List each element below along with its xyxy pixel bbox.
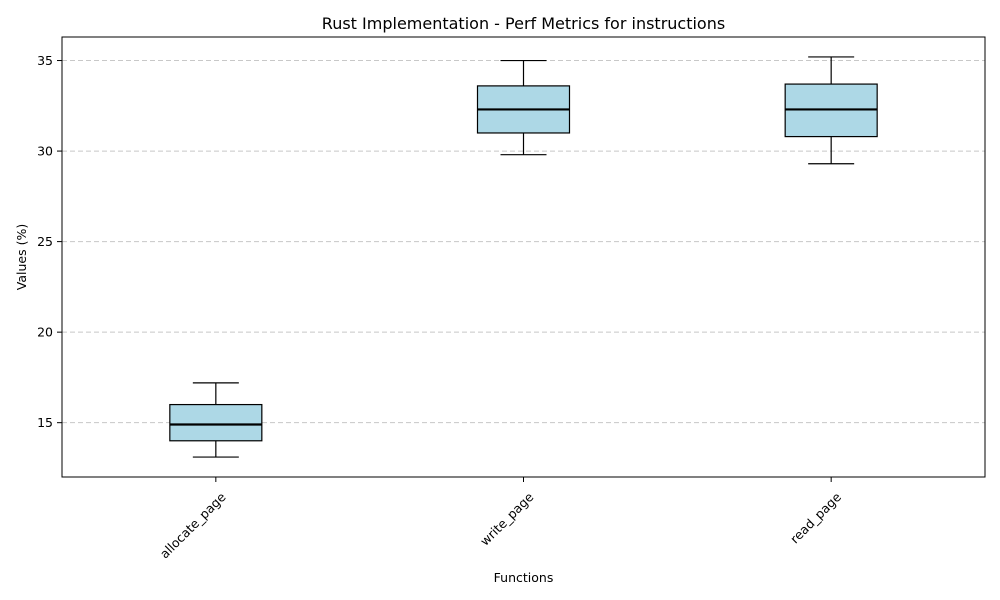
chart-title: Rust Implementation - Perf Metrics for i… <box>322 14 725 33</box>
box-write_page <box>476 59 571 156</box>
y-tick-label: 30 <box>37 144 53 159</box>
y-tick-label: 15 <box>37 415 53 430</box>
box-allocate_page <box>169 382 263 458</box>
y-tick-label: 35 <box>37 53 53 68</box>
x-axis-label: Functions <box>494 570 554 585</box>
y-tick-label: 20 <box>37 325 53 340</box>
y-tick-label: 25 <box>37 234 53 249</box>
box-read_page <box>784 56 878 165</box>
box-series <box>169 56 878 458</box>
box-body <box>169 403 263 442</box>
y-axis-label: Values (%) <box>14 224 29 290</box>
